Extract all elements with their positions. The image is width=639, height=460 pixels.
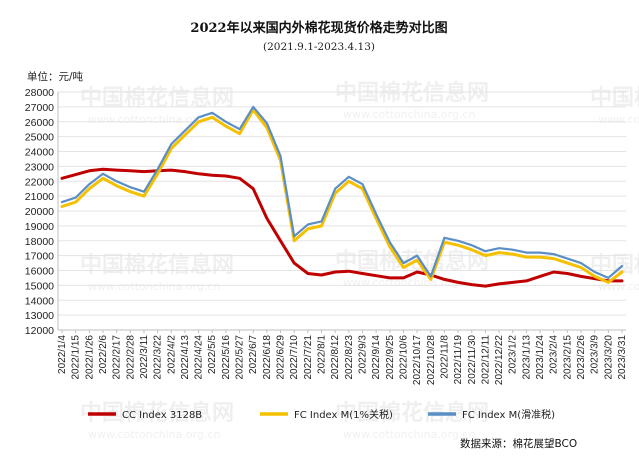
x-tick-label: 2022/9/25 xyxy=(385,335,396,380)
x-tick-label: 2022/8/12 xyxy=(330,335,341,380)
y-tick-label: 14000 xyxy=(25,295,54,307)
watermark-url: www.cottonchina.org.cn xyxy=(343,428,475,441)
y-tick-label: 28000 xyxy=(25,87,54,99)
series-line-3 xyxy=(60,105,624,279)
x-tick-label: 2022/9/3 xyxy=(357,335,368,374)
y-tick-label: 24000 xyxy=(25,147,54,159)
y-tick-label: 25000 xyxy=(25,132,54,144)
y-tick-label: 18000 xyxy=(25,236,54,248)
x-tick-label: 2022/10/28 xyxy=(426,335,437,385)
y-tick-label: 12000 xyxy=(25,325,54,337)
chart-title: 2022年以来国内外棉花现货价格走势对比图 xyxy=(190,20,447,36)
legend-label-2: FC Index M(1%关税) xyxy=(294,408,393,421)
x-tick-label: 2023/1/24 xyxy=(535,335,546,380)
x-tick-label: 2023/2/26 xyxy=(576,335,587,380)
y-tick-label: 23000 xyxy=(25,161,54,173)
x-tick-label: 2022/6/18 xyxy=(262,335,273,380)
y-axis-unit-label: 单位：元/吨 xyxy=(27,70,84,83)
y-tick-label: 27000 xyxy=(25,102,54,114)
watermark-brand: 中国棉花信息网 xyxy=(335,80,489,106)
y-tick-label: 20000 xyxy=(25,206,54,218)
legend-label-3: FC Index M(滑准税) xyxy=(462,408,555,421)
watermark-brand: 中国棉花信息网 xyxy=(80,252,234,278)
x-tick-label: 2022/11/8 xyxy=(439,335,450,379)
watermark-url: www.cottonchina.org.cn xyxy=(88,280,220,293)
y-tick-label: 13000 xyxy=(25,310,54,322)
watermark-url: www.cottonchina.org.cn xyxy=(88,113,220,126)
x-tick-label: 2023/3/9 xyxy=(590,335,601,374)
x-tick-label: 2022/6/29 xyxy=(276,335,287,380)
x-tick-label: 2022/2/17 xyxy=(112,335,123,380)
x-tick-label: 2022/4/13 xyxy=(180,335,191,380)
x-tick-label: 2022/7/10 xyxy=(289,335,300,380)
x-tick-label: 2023/1/2 xyxy=(508,335,519,374)
x-tick-label: 2022/1/26 xyxy=(84,335,95,380)
legend-label-1: CC Index 3128B xyxy=(122,410,202,421)
y-tick-label: 19000 xyxy=(25,221,54,233)
plot-area xyxy=(60,105,624,288)
watermark-brand: 中国棉花信息网 xyxy=(335,248,489,274)
x-tick-label: 2022/7/21 xyxy=(303,335,314,380)
x-tick-label: 2022/2/28 xyxy=(125,335,136,380)
y-tick-label: 22000 xyxy=(25,176,54,188)
series-line-2 xyxy=(60,108,624,284)
x-tick-label: 2022/8/23 xyxy=(344,335,355,380)
x-tick-label: 2022/10/17 xyxy=(412,335,423,385)
x-tick-label: 2022/2/6 xyxy=(98,335,109,374)
y-tick-label: 17000 xyxy=(25,251,54,263)
x-tick-label: 2022/5/27 xyxy=(235,335,246,380)
x-tick-label: 2023/3/20 xyxy=(603,335,614,380)
x-tick-label: 2022/8/1 xyxy=(317,335,328,374)
x-tick-label: 2022/11/19 xyxy=(453,335,464,385)
x-axis: 2022/1/4 2022/1/15 2022/1/26 2022/2/6 2022/2… xyxy=(57,329,628,385)
y-tick-label: 26000 xyxy=(25,117,54,129)
watermark-url: www.cottonchina.org.cn xyxy=(343,108,475,121)
x-tick-label: 2022/1/15 xyxy=(71,335,82,380)
x-tick-label: 2022/6/7 xyxy=(248,335,259,374)
y-tick-label: 21000 xyxy=(25,191,54,203)
x-tick-label: 2022/10/6 xyxy=(398,335,409,380)
x-tick-label: 2022/4/24 xyxy=(194,335,205,380)
x-tick-label: 2022/9/14 xyxy=(371,335,382,380)
watermark-url: www.cottonchina.org.cn xyxy=(598,113,639,126)
data-source-note: 数据来源：棉花展望BCO xyxy=(460,437,577,450)
x-tick-label: 2022/11/30 xyxy=(467,335,478,385)
x-tick-label: 2022/3/11 xyxy=(139,335,150,379)
x-tick-label: 2023/2/4 xyxy=(549,335,560,374)
y-axis: 12000 13000 14000 15000 16000 17000 18000 19000… xyxy=(25,87,59,337)
x-tick-label: 2022/4/2 xyxy=(166,335,177,374)
x-tick-label: 2022/12/22 xyxy=(494,335,505,385)
legend: CC Index 3128B FC Index M(1%关税) FC Index M… xyxy=(88,408,555,421)
y-tick-label: 16000 xyxy=(25,266,54,278)
x-tick-label: 2022/1/4 xyxy=(57,335,68,374)
grid xyxy=(58,91,626,331)
chart-subtitle: (2021.9.1-2023.4.13) xyxy=(263,41,375,53)
x-tick-label: 2022/5/5 xyxy=(207,335,218,374)
x-tick-label: 2023/1/13 xyxy=(521,335,532,380)
x-tick-label: 2023/2/15 xyxy=(562,335,573,380)
x-tick-label: 2023/3/31 xyxy=(617,335,628,380)
y-tick-label: 15000 xyxy=(25,280,54,292)
x-tick-label: 2022/12/11 xyxy=(480,335,491,385)
x-tick-label: 2022/5/16 xyxy=(221,335,232,380)
watermark-brand: 中国棉花信息网 xyxy=(335,400,489,426)
watermark-url: www.cottonchina.org.cn xyxy=(88,428,220,441)
x-tick-label: 2022/3/22 xyxy=(153,335,164,380)
